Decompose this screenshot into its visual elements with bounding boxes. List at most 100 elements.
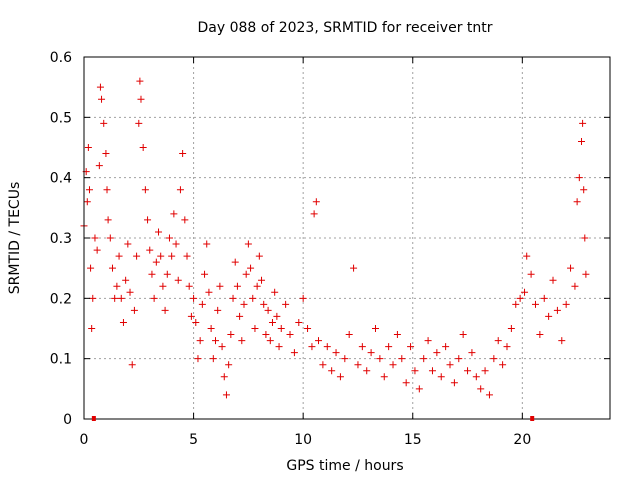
data-point [209, 355, 217, 363]
x-tick-label: 15 [404, 432, 422, 448]
data-point [312, 198, 320, 206]
data-point [122, 276, 130, 284]
data-point [376, 355, 384, 363]
data-point [244, 240, 252, 248]
data-point [446, 361, 454, 369]
data-point [253, 282, 261, 290]
data-point [455, 355, 463, 363]
data-point [229, 294, 237, 302]
data-point [119, 318, 127, 326]
data-point [190, 294, 198, 302]
data-point [485, 391, 493, 399]
data-point [578, 137, 586, 145]
data-point [214, 306, 222, 314]
data-point [464, 367, 472, 375]
data-point [315, 337, 323, 345]
y-tick-label: 0.5 [50, 110, 72, 126]
data-point [247, 264, 255, 272]
data-point [238, 337, 246, 345]
data-point [83, 198, 91, 206]
data-point [282, 300, 290, 308]
data-point [203, 240, 211, 248]
data-point [310, 210, 318, 218]
data-point [113, 282, 121, 290]
data-point [266, 337, 274, 345]
data-point [88, 325, 96, 332]
data-point [415, 385, 423, 393]
data-point [558, 337, 566, 345]
data-point [130, 306, 138, 314]
data-point [133, 252, 141, 260]
data-point [521, 288, 529, 296]
data-point [389, 361, 397, 369]
data-point [103, 186, 111, 194]
data-point [212, 337, 219, 345]
data-point [271, 288, 279, 296]
data-point [242, 270, 250, 278]
data-point [104, 216, 112, 224]
data-point [236, 312, 244, 320]
data-point [350, 264, 358, 272]
data-point [472, 373, 480, 381]
data-point [172, 240, 180, 248]
data-point [549, 276, 557, 284]
data-point [459, 331, 467, 339]
data-point [442, 343, 450, 351]
data-point [96, 83, 104, 91]
data-point [144, 216, 152, 224]
data-point [299, 294, 307, 302]
data-point [328, 367, 336, 375]
data-point [98, 95, 106, 103]
data-points [80, 77, 590, 399]
data-point [95, 162, 103, 170]
data-point [115, 252, 123, 260]
data-point [490, 355, 498, 363]
data-point [233, 282, 241, 290]
data-point [128, 361, 136, 369]
data-point [196, 337, 204, 345]
data-point [258, 276, 266, 284]
data-point [354, 361, 362, 369]
data-point [181, 216, 189, 224]
x-axis-label: GPS time / hours [286, 458, 403, 474]
data-point [168, 252, 176, 260]
y-tick-label: 0.2 [50, 291, 72, 307]
data-point [385, 343, 393, 351]
y-tick-label: 0.3 [50, 231, 72, 247]
data-point [273, 312, 281, 320]
data-point [187, 312, 195, 320]
data-point [393, 331, 401, 339]
data-point [516, 294, 524, 302]
data-point [580, 186, 588, 194]
data-point [150, 294, 158, 302]
data-point [262, 331, 270, 339]
data-point [503, 343, 511, 351]
data-point [231, 258, 239, 266]
data-point [100, 119, 108, 127]
data-point [117, 294, 125, 302]
data-point [216, 282, 224, 290]
data-point [545, 312, 553, 320]
data-point [573, 198, 581, 206]
data-point [336, 373, 344, 381]
axis-markers [91, 416, 535, 421]
data-point [536, 331, 544, 339]
data-point [275, 343, 283, 351]
axis-ticks: 0 5 10 15 20 0 0.1 0.2 0.3 0.4 0.5 0.6 [50, 50, 610, 448]
data-point [562, 300, 570, 308]
data-point [163, 270, 171, 278]
data-point [174, 276, 182, 284]
data-point [499, 361, 507, 369]
data-point [571, 282, 579, 290]
data-point [468, 349, 476, 357]
data-point [185, 282, 193, 290]
data-point [308, 343, 316, 351]
y-tick-label: 0.1 [50, 352, 72, 368]
y-tick-label: 0 [63, 412, 72, 428]
data-point [260, 300, 268, 308]
data-point [157, 252, 165, 260]
data-point [218, 343, 226, 351]
x-tick-label: 5 [189, 432, 198, 448]
data-point [450, 379, 458, 387]
